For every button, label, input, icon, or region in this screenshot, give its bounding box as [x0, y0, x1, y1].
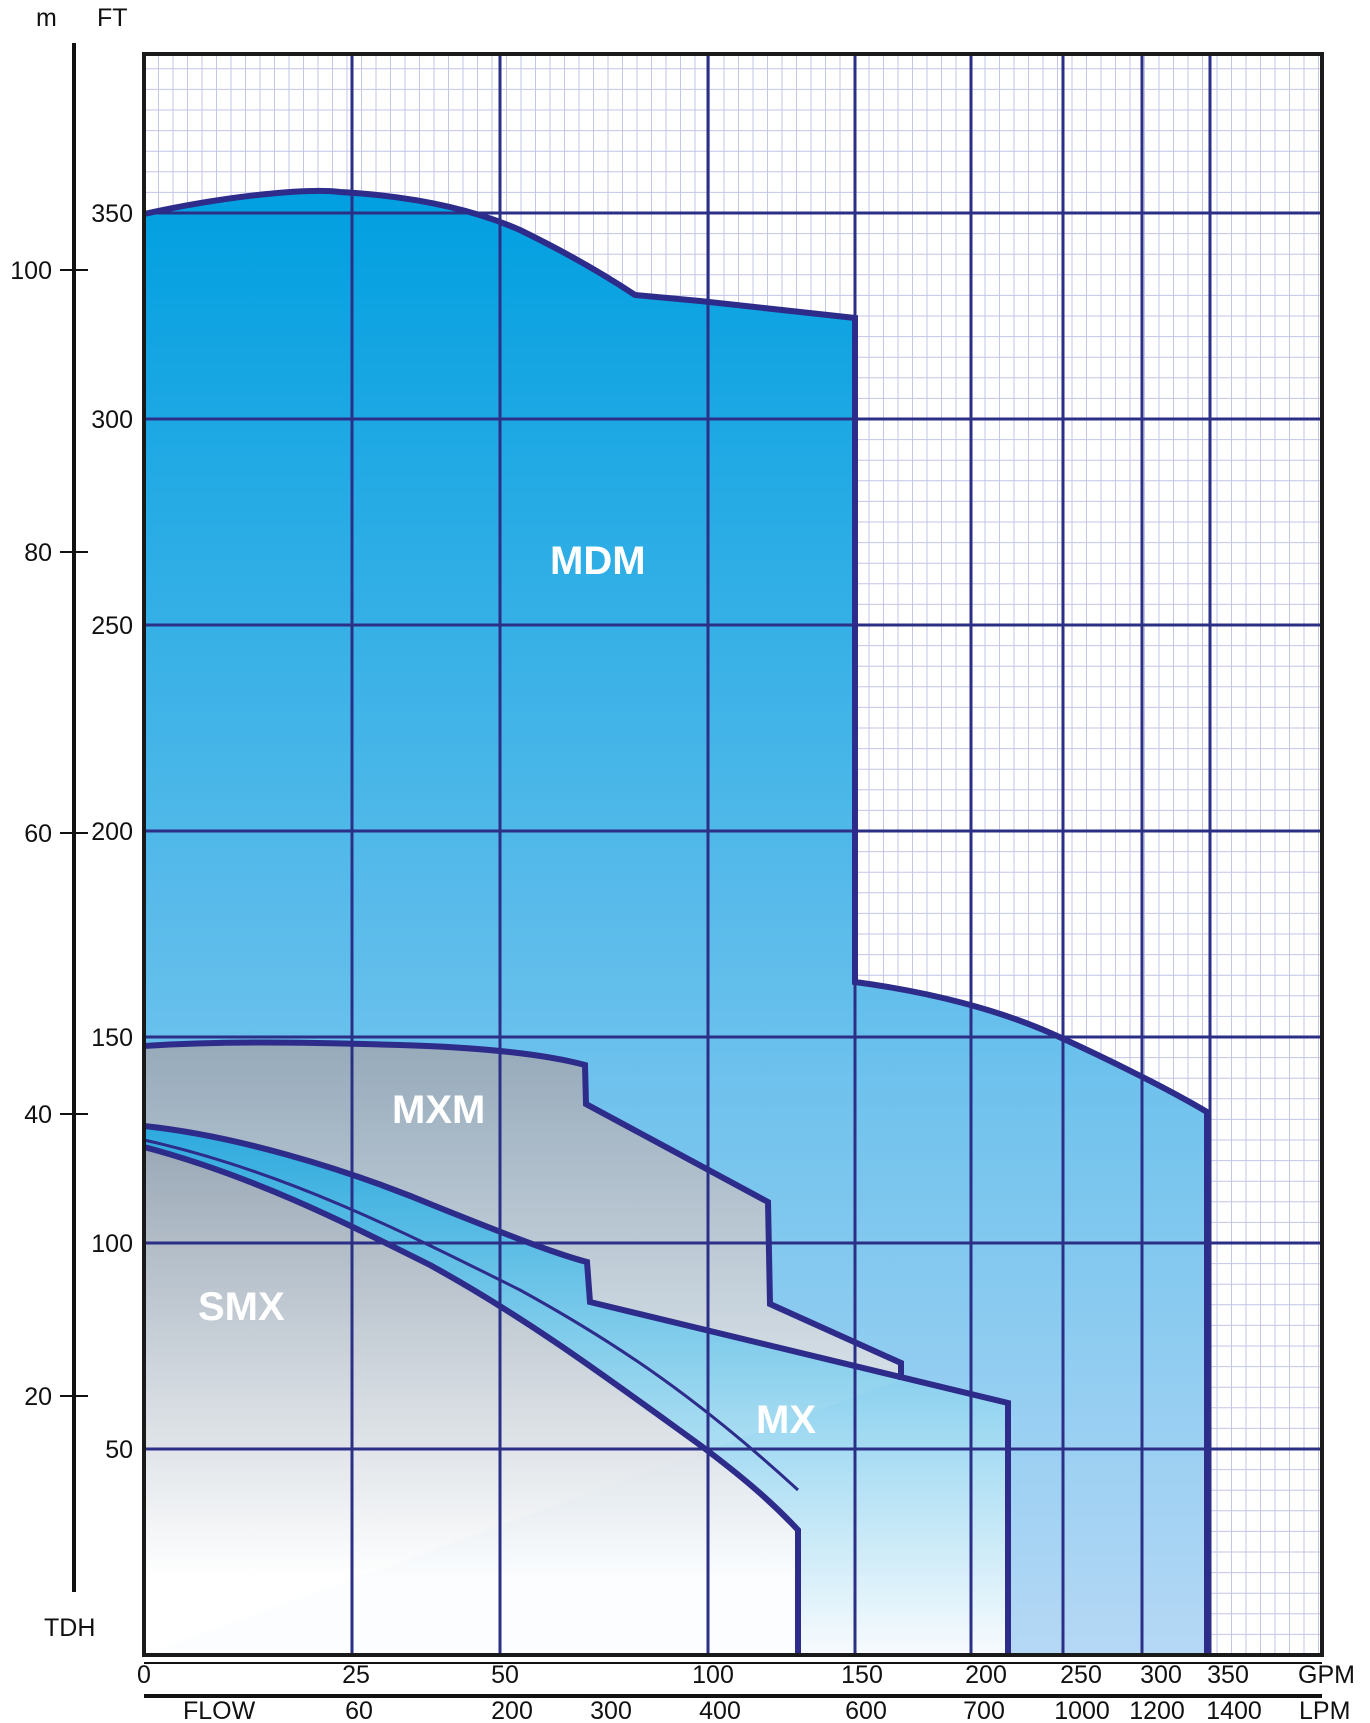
mxm-outline — [143, 1039, 904, 1380]
lpm-tick-label-700: 700 — [963, 1697, 1005, 1723]
m-tick-label-40: 40 — [24, 1101, 52, 1129]
gpm-axis-unit: GPM — [1298, 1661, 1355, 1689]
lpm-tick-label-400: 400 — [699, 1697, 741, 1723]
smx-region — [144, 1147, 798, 1655]
gpm-tick-label-50: 50 — [491, 1661, 519, 1689]
ft-tick-label-100: 100 — [91, 1230, 133, 1258]
tdh-label: TDH — [44, 1614, 95, 1642]
smx-outline — [143, 1144, 801, 1655]
gpm-tick-label-250: 250 — [1060, 1661, 1102, 1689]
ft-tick-label-250: 250 — [91, 612, 133, 640]
gpm-tick-label-300: 300 — [1140, 1661, 1182, 1689]
mdm-label: MDM — [550, 539, 646, 583]
m-tick-label-100: 100 — [10, 257, 52, 285]
mx-outline — [143, 1123, 1011, 1655]
region-outlines — [143, 187, 1210, 1655]
ft-tick-label-300: 300 — [91, 406, 133, 434]
lpm-tick-label-200: 200 — [491, 1697, 533, 1723]
major-grid — [144, 54, 1322, 1655]
gpm-tick-label-200: 200 — [965, 1661, 1007, 1689]
m-tick-label-60: 60 — [24, 820, 52, 848]
lpm-tick-label-1200: 1200 — [1129, 1697, 1185, 1723]
ft-tick-label-200: 200 — [91, 818, 133, 846]
mx-inner-outline — [143, 1138, 800, 1492]
lpm-tick-label-600: 600 — [845, 1697, 887, 1723]
ft-tick-label-50: 50 — [105, 1436, 133, 1464]
lpm-tick-label-300: 300 — [590, 1697, 632, 1723]
ft-tick-label-150: 150 — [91, 1024, 133, 1052]
m-tick-label-80: 80 — [24, 539, 52, 567]
gpm-tick-label-150: 150 — [841, 1661, 883, 1689]
tick-labels: 20 40 60 80 100 50 100 150 200 250 300 350 0 25 50 100 1… — [10, 200, 1262, 1723]
gpm-tick-label-100: 100 — [692, 1661, 734, 1689]
lpm-tick-label-1400: 1400 — [1206, 1697, 1262, 1723]
ft-axis-unit: FT — [97, 4, 128, 32]
mdm-outline — [143, 187, 1210, 1655]
plot-frame — [142, 52, 1324, 1657]
m-axis-ticks — [60, 269, 88, 1397]
mx-label: MX — [756, 1398, 816, 1442]
lpm-tick-label-60: 60 — [345, 1697, 373, 1723]
ft-tick-label-350: 350 — [91, 200, 133, 228]
gpm-tick-label-350: 350 — [1207, 1661, 1249, 1689]
mxm-label: MXM — [392, 1088, 485, 1132]
gpm-tick-label-25: 25 — [342, 1661, 370, 1689]
lpm-tick-label-1000: 1000 — [1054, 1697, 1110, 1723]
flow-label: FLOW — [183, 1697, 256, 1723]
m-tick-label-20: 20 — [24, 1383, 52, 1411]
lpm-axis-unit: LPM — [1299, 1697, 1350, 1723]
m-axis-unit: m — [36, 4, 57, 32]
smx-label: SMX — [198, 1285, 285, 1329]
gpm-tick-label-0: 0 — [137, 1661, 151, 1689]
